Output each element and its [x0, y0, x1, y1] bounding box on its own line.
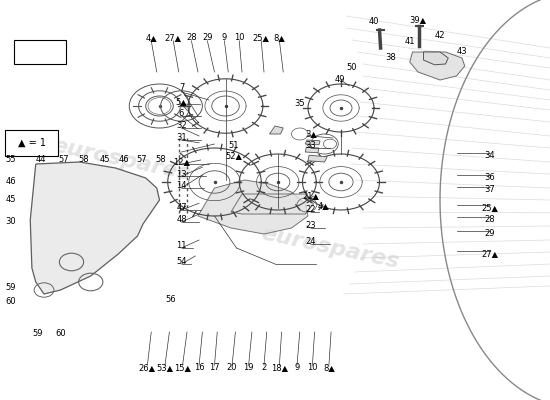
Polygon shape [231, 194, 314, 214]
Text: 31: 31 [176, 134, 187, 142]
Text: 57: 57 [58, 156, 69, 164]
Text: 43: 43 [456, 48, 468, 56]
Text: 25▲: 25▲ [253, 34, 270, 42]
Text: 15▲: 15▲ [174, 364, 191, 372]
Text: 38: 38 [385, 54, 396, 62]
Text: 46: 46 [118, 156, 129, 164]
Polygon shape [305, 147, 319, 153]
Text: 11: 11 [176, 242, 187, 250]
Text: 52▲: 52▲ [226, 152, 242, 160]
Text: 35: 35 [294, 100, 305, 108]
Text: 20: 20 [227, 364, 238, 372]
Text: 18▲: 18▲ [271, 364, 288, 372]
Text: 33: 33 [305, 142, 316, 150]
Text: 49: 49 [334, 76, 345, 84]
Text: 28: 28 [484, 216, 495, 224]
Text: 39▲: 39▲ [409, 16, 427, 24]
Text: 10: 10 [307, 364, 318, 372]
Text: 50: 50 [346, 64, 358, 72]
Text: 58: 58 [79, 156, 90, 164]
Text: 59: 59 [6, 284, 16, 292]
Polygon shape [198, 180, 308, 234]
Text: 9: 9 [294, 364, 300, 372]
FancyBboxPatch shape [6, 130, 58, 156]
Text: 41: 41 [404, 38, 415, 46]
Text: 17: 17 [209, 364, 220, 372]
Polygon shape [305, 140, 320, 145]
FancyBboxPatch shape [14, 40, 66, 64]
Text: 36: 36 [484, 174, 495, 182]
Text: 2: 2 [261, 364, 267, 372]
Text: 28: 28 [186, 34, 197, 42]
Text: 24: 24 [305, 238, 316, 246]
Text: 60: 60 [6, 298, 16, 306]
Text: 54: 54 [176, 258, 187, 266]
Text: 32: 32 [176, 122, 187, 130]
Text: 30: 30 [6, 218, 16, 226]
Text: 40: 40 [368, 18, 379, 26]
Text: 45: 45 [6, 196, 16, 204]
Text: 4▲: 4▲ [317, 202, 329, 210]
Text: 45: 45 [99, 156, 110, 164]
Text: 60: 60 [55, 330, 66, 338]
Polygon shape [424, 52, 448, 65]
Text: 4▲: 4▲ [145, 34, 157, 42]
Text: 27▲: 27▲ [164, 34, 182, 42]
Text: 58: 58 [155, 156, 166, 164]
Polygon shape [30, 162, 160, 294]
Text: 9: 9 [222, 34, 227, 42]
Text: 34: 34 [484, 152, 495, 160]
Text: 21▲: 21▲ [302, 192, 319, 200]
Text: 37: 37 [484, 186, 495, 194]
Text: 29: 29 [202, 34, 213, 42]
Polygon shape [270, 126, 283, 134]
Polygon shape [308, 155, 327, 162]
Text: 25▲: 25▲ [481, 204, 498, 212]
Text: 55: 55 [6, 156, 16, 164]
Text: 44: 44 [36, 156, 47, 164]
Text: 19: 19 [243, 364, 254, 372]
Text: 48: 48 [176, 216, 187, 224]
Text: 26▲: 26▲ [139, 364, 156, 372]
Text: 13: 13 [176, 170, 187, 178]
Text: 29: 29 [484, 230, 495, 238]
Text: 6: 6 [179, 110, 184, 118]
Text: eurospares: eurospares [50, 136, 192, 184]
Text: 42: 42 [434, 32, 446, 40]
Text: 5▲: 5▲ [175, 98, 188, 106]
Text: 7: 7 [179, 84, 184, 92]
Text: 23: 23 [305, 222, 316, 230]
Text: 22: 22 [305, 206, 316, 214]
Text: ▲ = 1: ▲ = 1 [18, 138, 46, 148]
Text: 3▲: 3▲ [305, 130, 317, 138]
Text: 14: 14 [176, 182, 187, 190]
Text: 8▲: 8▲ [323, 364, 335, 372]
Text: 27▲: 27▲ [481, 250, 498, 258]
Text: 59: 59 [32, 330, 43, 338]
Text: eurospares: eurospares [259, 224, 401, 272]
Text: 57: 57 [136, 156, 147, 164]
Text: 56: 56 [165, 296, 176, 304]
Text: 53▲: 53▲ [156, 364, 174, 372]
Text: 46: 46 [6, 178, 16, 186]
Text: 16: 16 [194, 364, 205, 372]
Text: 51: 51 [228, 142, 239, 150]
Text: 47: 47 [176, 204, 187, 212]
Text: 12▲: 12▲ [173, 158, 190, 166]
Polygon shape [410, 52, 465, 80]
Text: 10: 10 [234, 34, 245, 42]
Text: 8▲: 8▲ [273, 34, 285, 42]
